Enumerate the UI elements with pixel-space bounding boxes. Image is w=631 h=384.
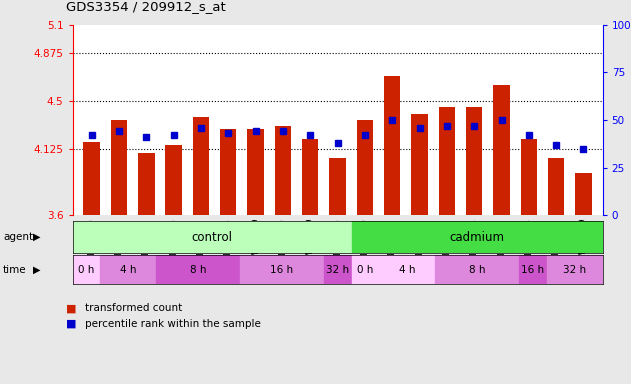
Bar <box>521 139 537 384</box>
Text: ▶: ▶ <box>33 265 40 275</box>
Bar <box>384 76 401 384</box>
Bar <box>220 129 237 384</box>
Bar <box>439 107 455 384</box>
Bar <box>240 255 324 284</box>
Bar <box>165 145 182 384</box>
Text: ▶: ▶ <box>33 232 40 242</box>
Text: 4 h: 4 h <box>399 265 416 275</box>
Text: ■: ■ <box>66 319 77 329</box>
Text: 0 h: 0 h <box>357 265 374 275</box>
Text: transformed count: transformed count <box>85 303 182 313</box>
Bar <box>493 84 510 384</box>
Text: 0 h: 0 h <box>78 265 95 275</box>
Bar <box>274 126 291 384</box>
Bar <box>100 255 156 284</box>
Bar <box>351 221 603 253</box>
Text: ■: ■ <box>66 303 77 313</box>
Bar <box>83 142 100 384</box>
Text: 8 h: 8 h <box>469 265 485 275</box>
Text: 16 h: 16 h <box>521 265 545 275</box>
Bar <box>466 107 482 384</box>
Bar <box>351 255 379 284</box>
Text: percentile rank within the sample: percentile rank within the sample <box>85 319 261 329</box>
Bar <box>193 118 209 384</box>
Bar <box>379 255 435 284</box>
Bar <box>302 139 319 384</box>
Text: agent: agent <box>3 232 33 242</box>
Text: control: control <box>192 231 233 243</box>
Bar <box>435 255 519 284</box>
Bar <box>357 120 373 384</box>
Bar <box>411 114 428 384</box>
Bar <box>73 255 100 284</box>
Bar <box>156 255 240 284</box>
Text: GDS3354 / 209912_s_at: GDS3354 / 209912_s_at <box>66 0 226 13</box>
Bar <box>575 173 592 384</box>
Text: 16 h: 16 h <box>270 265 293 275</box>
Bar <box>111 120 127 384</box>
Bar <box>548 158 564 384</box>
Bar <box>519 255 547 284</box>
Text: 32 h: 32 h <box>563 265 586 275</box>
Bar <box>247 129 264 384</box>
Text: 32 h: 32 h <box>326 265 349 275</box>
Text: cadmium: cadmium <box>449 231 505 243</box>
Text: 8 h: 8 h <box>190 265 206 275</box>
Text: 4 h: 4 h <box>120 265 136 275</box>
Text: time: time <box>3 265 27 275</box>
Bar <box>138 153 155 384</box>
Bar <box>324 255 351 284</box>
Bar <box>547 255 603 284</box>
Bar <box>73 221 351 253</box>
Bar <box>329 158 346 384</box>
